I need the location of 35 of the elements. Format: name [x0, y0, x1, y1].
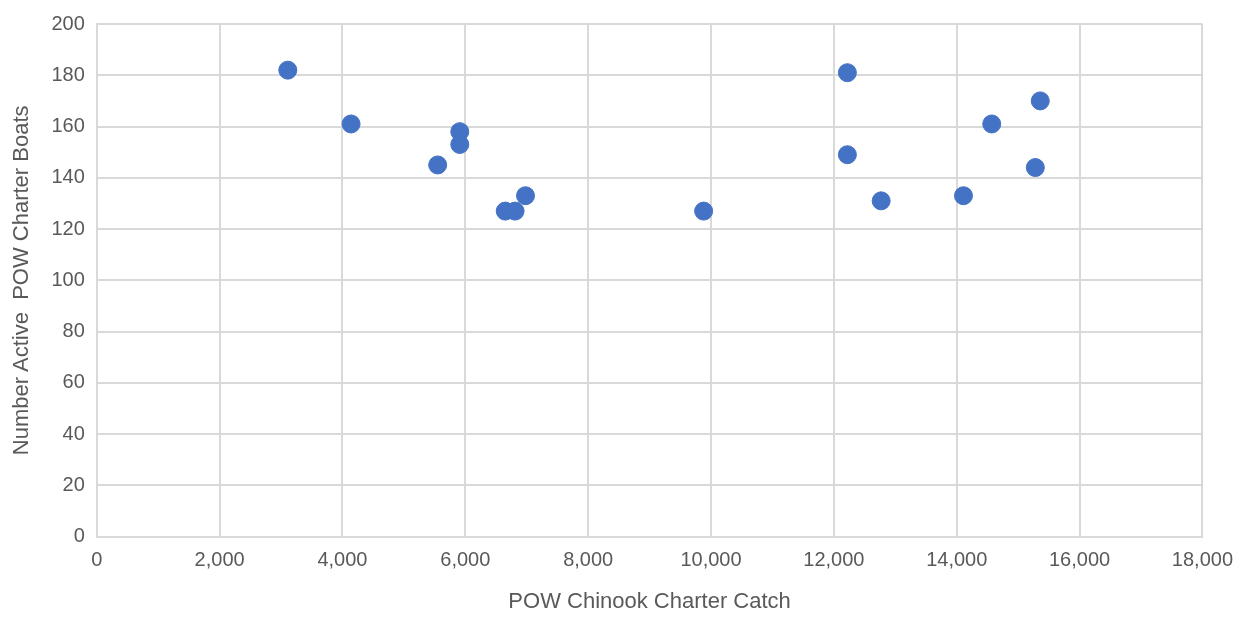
x-axis-title: POW Chinook Charter Catch: [508, 587, 791, 613]
x-tick-label: 16,000: [1048, 548, 1111, 571]
point: [341, 114, 361, 134]
x-tick-label: 2,000: [194, 548, 245, 571]
y-axis-title: Number Active POW Charter Boats: [8, 105, 34, 456]
point: [1030, 91, 1050, 111]
x-tick-label: 10,000: [680, 548, 742, 571]
y-tick-label: 100: [51, 267, 85, 290]
y-tick-label: 80: [62, 319, 85, 342]
y-tick-label: 140: [51, 165, 85, 188]
y-tick-label: 160: [51, 114, 85, 137]
x-tick-label: 8,000: [563, 548, 614, 571]
y-tick-label: 180: [51, 62, 85, 85]
x-tick-label: 12,000: [803, 548, 865, 571]
y-tick-label: 200: [51, 11, 85, 34]
y-tick-label: 20: [62, 472, 85, 495]
point: [982, 114, 1002, 134]
point: [1025, 158, 1045, 178]
point: [837, 63, 857, 83]
point: [694, 201, 714, 221]
x-tick-label: 6,000: [440, 548, 491, 571]
point: [278, 60, 298, 80]
point: [516, 186, 536, 206]
y-tick-label: 120: [51, 216, 85, 239]
y-tick-label: 60: [62, 370, 85, 393]
point: [871, 191, 891, 211]
point: [953, 186, 973, 206]
x-tick-label: 4,000: [317, 548, 368, 571]
x-tick-label: 14,000: [926, 548, 988, 571]
x-tick-label: 18,000: [1171, 548, 1233, 571]
y-tick-label: 0: [73, 524, 85, 547]
point: [837, 145, 857, 165]
y-tick-label: 40: [62, 421, 85, 444]
x-tick-label: 0: [91, 548, 103, 571]
point: [428, 155, 448, 175]
